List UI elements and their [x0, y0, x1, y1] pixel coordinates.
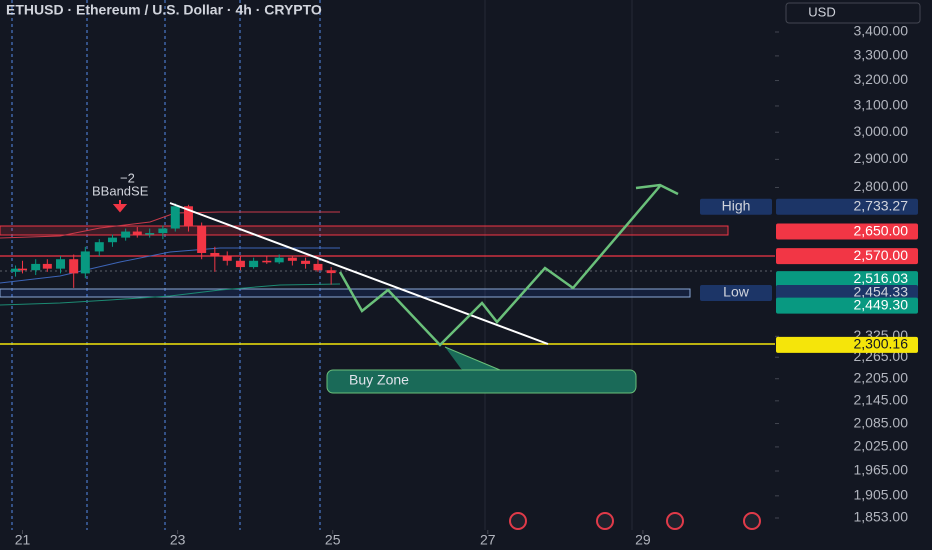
- price-tag-label: 2,300.16: [854, 336, 909, 352]
- x-tick-label: 21: [15, 532, 31, 548]
- y-tick-label: 1,905.00: [854, 487, 909, 503]
- y-tick-label: 2,085.00: [854, 414, 909, 430]
- candle-body: [274, 257, 284, 263]
- price-tag-label: 2,570.00: [854, 247, 909, 263]
- candle-body: [249, 260, 259, 268]
- x-tick-label: 29: [635, 532, 651, 548]
- signal-label: BBandSE: [92, 183, 149, 198]
- candle-body: [313, 263, 323, 271]
- y-tick-label: 2,800.00: [854, 178, 909, 194]
- tag-name-box: [700, 284, 772, 301]
- callout-pointer: [444, 346, 501, 371]
- price-tag: [776, 284, 918, 301]
- callout-box: [326, 369, 637, 394]
- candle-body: [287, 257, 297, 261]
- price-tag: [776, 336, 918, 353]
- candle-body: [121, 231, 131, 238]
- x-tick-label: 23: [170, 532, 186, 548]
- currency-box[interactable]: [785, 2, 921, 24]
- y-tick-label: 3,000.00: [854, 123, 909, 139]
- y-tick-label: 3,200.00: [854, 71, 909, 87]
- signal-count: −2: [120, 170, 135, 185]
- candle-body: [18, 268, 28, 271]
- candle-body: [31, 263, 41, 271]
- support-zone: [0, 288, 691, 298]
- price-tag-label: 2,650.00: [854, 222, 909, 238]
- price-tag: [776, 223, 918, 240]
- x-tick-label: 27: [480, 532, 496, 548]
- x-tick-label: 25: [325, 532, 341, 548]
- price-tag: [776, 198, 918, 215]
- candle-body: [132, 231, 142, 235]
- price-tag-label: 2,449.30: [854, 296, 909, 312]
- y-tick-label: 3,100.00: [854, 97, 909, 113]
- price-tag-label: 2,454.33: [854, 284, 909, 300]
- bollinger: [0, 211, 341, 306]
- candle-body: [56, 259, 66, 269]
- candle-body: [262, 260, 272, 263]
- tag-name-box: [700, 198, 772, 215]
- y-tick-label: 2,145.00: [854, 392, 909, 408]
- event-flags: [509, 512, 761, 530]
- callout-text: Buy Zone: [349, 372, 409, 388]
- tag-name: Low: [723, 284, 750, 300]
- y-tick-label: 1,965.00: [854, 462, 909, 478]
- candle-body: [326, 270, 336, 274]
- candle-body: [80, 251, 90, 274]
- candle-body: [170, 206, 180, 229]
- signal-arrow: [112, 200, 128, 213]
- candle-body: [11, 268, 21, 272]
- candle-body: [301, 260, 311, 264]
- candle-body: [158, 228, 168, 234]
- candle-body: [222, 256, 232, 261]
- candle-body: [42, 263, 52, 269]
- y-tick-label: 3,300.00: [854, 47, 909, 63]
- candle-body: [197, 225, 207, 253]
- candles: [11, 203, 336, 288]
- candle-body: [145, 233, 155, 235]
- candle-body: [69, 259, 79, 274]
- trend-line: [169, 202, 549, 345]
- y-tick-label: 3,400.00: [854, 23, 909, 39]
- candle-body: [94, 242, 104, 252]
- y-tick-label: 2,900.00: [854, 150, 909, 166]
- projection-arrow: [635, 183, 679, 196]
- y-tick-label: 2,025.00: [854, 438, 909, 454]
- y-tick-label: 2,205.00: [854, 369, 909, 385]
- candle-body: [107, 237, 117, 243]
- price-tag-label: 2,516.03: [854, 270, 909, 286]
- y-tick-label: 1,853.00: [854, 509, 909, 525]
- candle-body: [210, 252, 220, 257]
- resistance-zone: [0, 225, 729, 236]
- grid-vertical: [484, 0, 633, 530]
- candle-body: [183, 206, 193, 226]
- chart-title: ETHUSD · Ethereum / U.S. Dollar · 4h · C…: [6, 2, 322, 18]
- candle-body: [235, 260, 245, 268]
- price-tag: [776, 248, 918, 265]
- currency: USD: [808, 4, 835, 19]
- price-tag: [776, 297, 918, 314]
- tag-name: High: [722, 197, 751, 213]
- projection-path: [338, 185, 661, 347]
- price-tag-label: 2,733.27: [854, 197, 909, 213]
